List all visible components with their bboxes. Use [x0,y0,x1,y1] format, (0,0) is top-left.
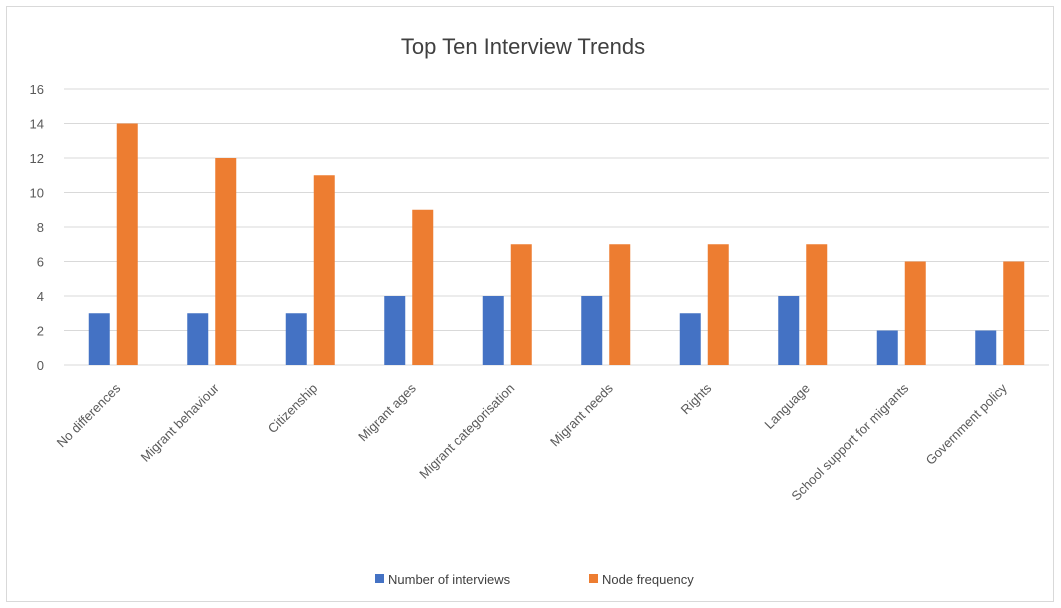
y-tick-label: 2 [37,324,44,339]
bar-interviews [384,296,406,365]
legend: Number of interviews Node frequency [375,572,694,587]
y-axis-ticks: 0 2 4 6 8 10 12 14 16 [30,82,44,373]
bar-interviews [581,296,603,365]
bar-interviews [876,330,898,365]
bar-interviews [975,330,997,365]
y-tick-label: 6 [37,255,44,270]
y-tick-label: 10 [30,186,44,201]
legend-label: Number of interviews [388,572,511,587]
bar-node-frequency [116,123,138,365]
bar-interviews [482,296,504,365]
x-axis-ticks: No differences Migrant behaviour Citizensh… [54,380,1011,503]
bar-node-frequency [1003,261,1025,365]
bar-node-frequency [510,244,532,365]
bar-interviews [285,313,307,365]
y-tick-label: 14 [30,117,44,132]
y-tick-label: 16 [30,82,44,97]
bar-node-frequency [806,244,828,365]
legend-swatch [375,574,384,583]
x-tick-label: Migrant ages [355,380,419,444]
x-tick-label: Migrant behaviour [138,380,223,465]
bar-node-frequency [609,244,631,365]
x-tick-label: School support for migrants [788,380,911,503]
y-tick-label: 4 [37,289,44,304]
bar-interviews [88,313,110,365]
x-tick-label: Rights [678,380,715,417]
x-tick-label: Government policy [923,380,1011,468]
bar-node-frequency [412,209,434,365]
x-tick-label: Citizenship [265,381,321,437]
x-tick-label: Migrant categorisation [416,381,517,482]
y-tick-label: 8 [37,220,44,235]
bar-interviews [187,313,209,365]
bars [88,123,1025,365]
y-tick-label: 12 [30,151,44,166]
x-tick-label: Language [761,381,813,433]
x-tick-label: Migrant needs [547,380,616,449]
chart-title: Top Ten Interview Trends [401,34,645,59]
y-tick-label: 0 [37,358,44,373]
bar-interviews [778,296,800,365]
bar-chart: Top Ten Interview Trends 0 2 4 6 8 10 12 14 16 N… [30,34,1049,587]
bar-interviews [679,313,701,365]
bar-node-frequency [904,261,926,365]
legend-swatch [589,574,598,583]
chart-area: Top Ten Interview Trends 0 2 4 6 8 10 12 14 16 N… [6,6,1054,602]
bar-node-frequency [215,158,237,365]
x-tick-label: No differences [54,380,124,450]
bar-node-frequency [313,175,335,365]
legend-label: Node frequency [602,572,694,587]
bar-node-frequency [707,244,729,365]
gridlines [64,88,1049,366]
